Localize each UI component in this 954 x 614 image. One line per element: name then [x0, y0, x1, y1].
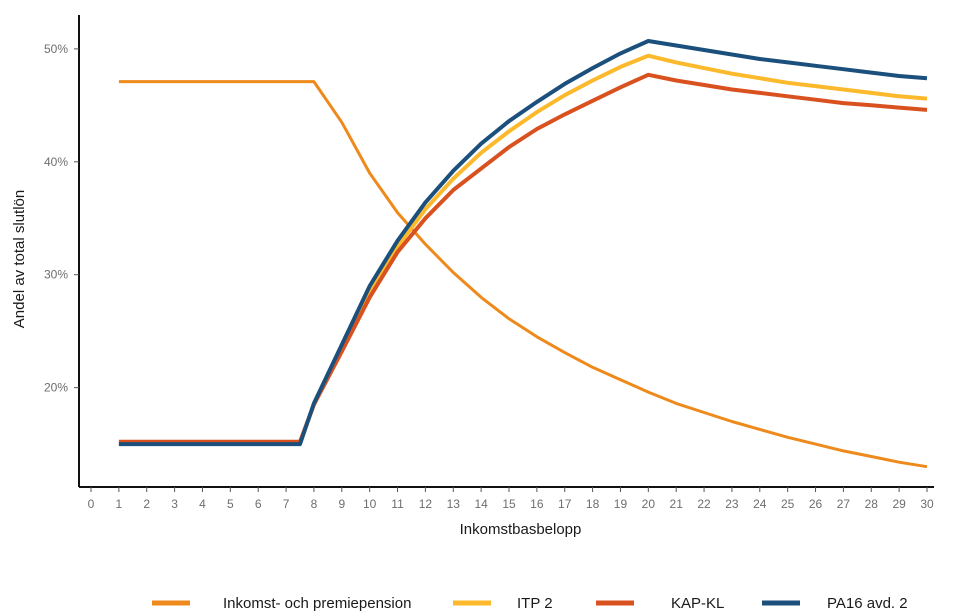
x-tick-label: 6	[255, 497, 262, 511]
y-tick-label: 30%	[44, 268, 68, 282]
y-axis-ticks: 20% 30% 40% 50%	[44, 42, 79, 395]
x-tick-label: 5	[227, 497, 234, 511]
x-tick-label: 28	[865, 497, 879, 511]
x-tick-label: 16	[530, 497, 544, 511]
x-tick-label: 23	[725, 497, 739, 511]
x-tick-label: 22	[697, 497, 711, 511]
series-line	[118, 53, 928, 445]
x-tick-label: 24	[753, 497, 767, 511]
x-tick-label: 1	[116, 497, 123, 511]
x-tick-label: 21	[670, 497, 684, 511]
x-tick-label: 8	[311, 497, 318, 511]
x-tick-label: 3	[171, 497, 178, 511]
y-tick-label: 40%	[44, 155, 68, 169]
x-tick-label: 30	[920, 497, 934, 511]
y-tick-label: 50%	[44, 42, 68, 56]
x-tick-label: 2	[143, 497, 150, 511]
series-line	[118, 39, 928, 447]
x-tick-label: 20	[642, 497, 656, 511]
x-tick-label: 15	[502, 497, 516, 511]
series-line	[118, 72, 928, 444]
x-tick-label: 4	[199, 497, 206, 511]
x-tick-label: 29	[892, 497, 906, 511]
x-tick-label: 13	[447, 497, 461, 511]
x-tick-label: 26	[809, 497, 823, 511]
x-tick-label: 10	[363, 497, 377, 511]
legend-label: ITP 2	[517, 595, 553, 612]
y-axis-title: Andel av total slutlön	[11, 190, 28, 328]
x-tick-label: 18	[586, 497, 600, 511]
x-axis-title: Inkomstbasbelopp	[460, 521, 582, 538]
series-lines	[118, 39, 928, 469]
x-tick-label: 11	[391, 497, 404, 511]
x-tick-label: 12	[419, 497, 433, 511]
x-tick-label: 0	[88, 497, 95, 511]
legend-label: KAP-KL	[671, 595, 724, 612]
axes	[78, 15, 934, 488]
x-tick-label: 19	[614, 497, 628, 511]
x-tick-label: 27	[837, 497, 851, 511]
series-line	[118, 80, 928, 469]
x-tick-label: 25	[781, 497, 795, 511]
x-tick-label: 17	[558, 497, 572, 511]
legend: Inkomst- och premiepension ITP 2 KAP-KL PA1…	[152, 595, 908, 612]
x-tick-label: 14	[474, 497, 488, 511]
x-axis-ticks: 0 1 2 3 4 5 6 7 8 9 10 11 12 13 14 15 16 17 18 19 20 21 22 23 24…	[88, 487, 934, 511]
y-tick-label: 20%	[44, 381, 68, 395]
legend-label: PA16 avd. 2	[827, 595, 908, 612]
legend-label: Inkomst- och premiepension	[223, 595, 411, 612]
x-tick-label: 7	[283, 497, 290, 511]
x-tick-label: 9	[338, 497, 345, 511]
